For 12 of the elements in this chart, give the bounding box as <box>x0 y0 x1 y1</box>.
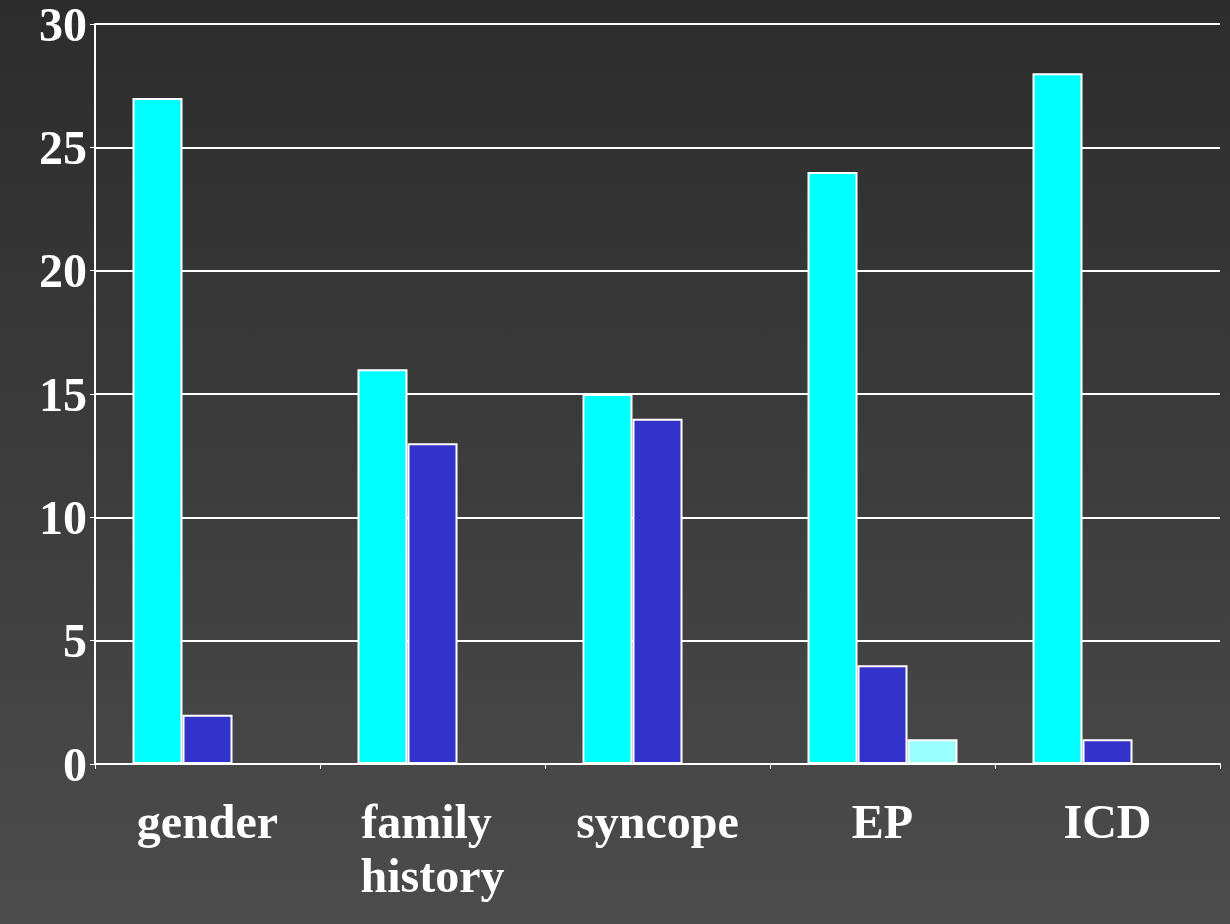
y-tick-label: 20 <box>39 244 87 298</box>
x-tick-label: syncope <box>576 794 739 848</box>
y-tick-label: 25 <box>39 120 87 174</box>
y-tick-label: 5 <box>63 614 87 668</box>
y-tick-label: 10 <box>39 490 87 544</box>
y-tick-label: 0 <box>63 737 87 791</box>
x-tick-label: gender <box>136 794 279 848</box>
x-tick-label: ICD <box>1063 794 1152 848</box>
x-tick-label: family history <box>360 794 505 902</box>
x-tick-label: EP <box>851 794 914 848</box>
y-tick-label: 15 <box>39 367 87 421</box>
y-tick-label: 30 <box>39 0 87 51</box>
